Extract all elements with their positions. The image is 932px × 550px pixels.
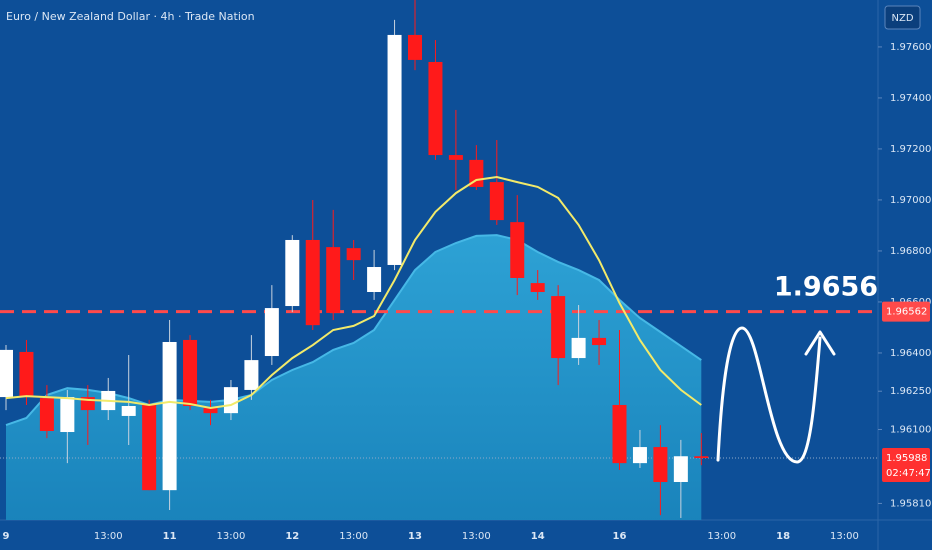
last-price-label: 1.95988 — [886, 453, 927, 464]
candle-body — [612, 404, 627, 464]
x-tick-label: 13 — [408, 531, 422, 542]
candle-body — [387, 34, 402, 265]
x-tick-label: 13:00 — [339, 531, 368, 542]
countdown-label: 02:47:47 — [886, 468, 931, 479]
y-tick-label: 1.97200 — [890, 144, 931, 155]
candle-body — [60, 397, 75, 433]
level-label: 1.96562 — [886, 307, 927, 318]
projection-curve — [716, 326, 822, 464]
y-tick-label: 1.95810 — [890, 498, 931, 509]
candle-body — [367, 267, 382, 293]
candle-body — [653, 447, 668, 483]
y-tick-label: 1.97600 — [890, 42, 931, 53]
last-price-box — [882, 448, 930, 483]
candle-body — [551, 296, 566, 359]
x-tick-label: 13:00 — [830, 531, 859, 542]
x-tick-label: 13:00 — [707, 531, 736, 542]
level-label-box — [882, 301, 930, 322]
candle-body — [346, 248, 361, 261]
target-annotation: 1.9656 — [774, 272, 878, 303]
currency-button-label[interactable]: NZD — [891, 13, 913, 24]
y-tick-label: 1.97000 — [890, 195, 931, 206]
x-tick-label: 12 — [285, 531, 299, 542]
candle-body — [19, 351, 34, 398]
line-overlay — [5, 175, 702, 410]
candle-body — [571, 337, 586, 359]
candle-body — [223, 387, 238, 414]
x-tick-label: 14 — [531, 531, 545, 542]
x-tick-label: 11 — [163, 531, 177, 542]
candle-body — [428, 61, 443, 156]
candle-body — [694, 456, 709, 459]
y-tick-label: 1.96100 — [890, 424, 931, 435]
x-tick-label: 9 — [3, 531, 10, 542]
candle-body — [326, 247, 341, 313]
candle-body — [162, 341, 177, 491]
candle-body — [530, 283, 545, 293]
candle-body — [510, 222, 525, 278]
candle-body — [448, 155, 463, 160]
candle-body — [142, 404, 157, 491]
candle-body — [264, 308, 279, 357]
candle-body — [39, 398, 54, 431]
candle-body — [489, 182, 504, 221]
y-tick-label: 1.96250 — [890, 386, 931, 397]
x-tick-label: 13:00 — [217, 531, 246, 542]
candle-body — [285, 239, 300, 307]
x-tick-label: 13:00 — [94, 531, 123, 542]
candle-body — [203, 408, 218, 414]
candle-body — [0, 349, 13, 398]
candle-body — [673, 456, 688, 483]
candle-body — [121, 406, 136, 416]
y-tick-label: 1.96400 — [890, 348, 931, 359]
candle-body — [632, 447, 647, 464]
chart-title: Euro / New Zealand Dollar · 4h · Trade N… — [6, 10, 255, 23]
candle-body — [244, 360, 259, 390]
y-tick-label: 1.97400 — [890, 93, 931, 104]
candle-body — [592, 337, 607, 346]
candle-body — [408, 34, 422, 60]
x-tick-label: 16 — [613, 531, 627, 542]
x-tick-label: 13:00 — [462, 531, 491, 542]
candle-body — [183, 339, 198, 407]
plot-area — [0, 0, 878, 520]
y-tick-label: 1.96800 — [890, 246, 931, 257]
candle-body — [305, 239, 320, 326]
x-tick-label: 18 — [776, 531, 790, 542]
area-overlay-edge — [5, 234, 702, 427]
currency-button[interactable] — [884, 5, 921, 30]
area-overlay — [6, 235, 702, 520]
projection-arrowhead — [804, 330, 836, 356]
